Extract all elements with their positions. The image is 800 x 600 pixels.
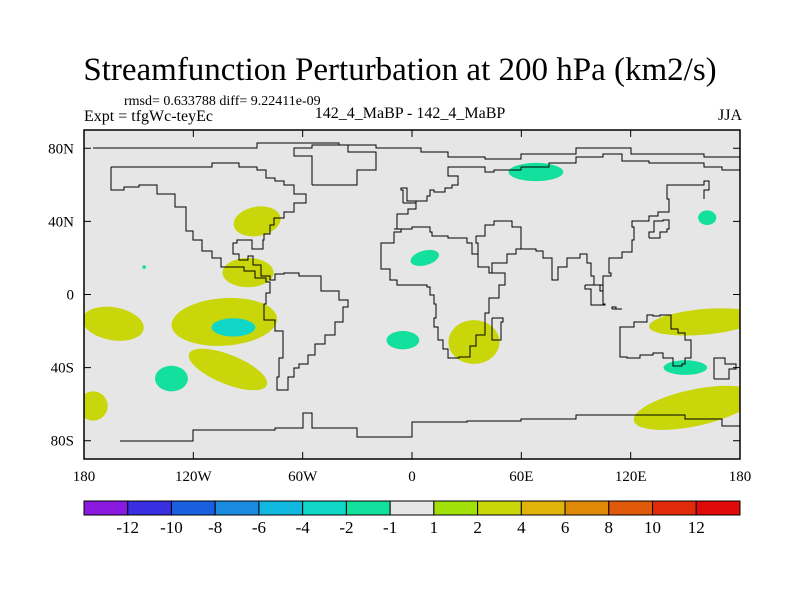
colorbar-box-4: [258, 500, 304, 516]
colorbar-box-14: [695, 500, 741, 516]
colorbar-box-2: [170, 500, 216, 516]
colorbar-box-8: [433, 500, 479, 516]
coastline-9: [491, 317, 504, 341]
field-region-4: [233, 206, 281, 237]
season-label: JJA: [717, 107, 742, 124]
x-tick-label-2: 60W: [288, 469, 318, 485]
colorbar-box-3: [214, 500, 260, 516]
colorbar-label-11: 8: [605, 518, 614, 537]
colorbar-label-13: 12: [688, 518, 705, 537]
colorbar-label-7: 1: [430, 518, 439, 537]
colorbar-box-11: [564, 500, 610, 516]
y-tick-label-4: 80S: [51, 434, 74, 450]
coastline-8: [120, 412, 740, 442]
colorbar-label-3: -6: [252, 518, 266, 537]
colorbar-label-6: -1: [383, 518, 397, 537]
colorbar-label-9: 4: [517, 518, 526, 537]
coastline-13: [611, 306, 622, 310]
field-region-8: [386, 331, 420, 350]
coastline-12: [584, 284, 606, 306]
x-tick-label-5: 120E: [615, 469, 647, 485]
coastline-1: [110, 162, 349, 391]
coastline-6: [521, 180, 710, 292]
coastline-14: [648, 219, 670, 239]
y-tick-label-3: 40S: [51, 361, 74, 377]
colorbar-label-5: -2: [339, 518, 353, 537]
colorbar-box-0: [83, 500, 129, 516]
field-region-16: [142, 265, 146, 269]
colorbar-box-10: [520, 500, 566, 516]
colorbar-label-2: -8: [208, 518, 222, 537]
colorbar-box-12: [608, 500, 654, 516]
coastline-7: [619, 314, 692, 367]
colorbar-label-0: -12: [116, 518, 139, 537]
y-tick-label-2: 0: [67, 288, 75, 304]
colorbar-box-7: [389, 500, 435, 516]
coastline-4: [380, 226, 506, 359]
coastline-3: [394, 153, 740, 230]
colorbar-label-8: 2: [473, 518, 482, 537]
field-region-2: [188, 348, 268, 391]
y-tick-label-0: 80N: [48, 141, 74, 157]
coastline-2: [293, 144, 377, 186]
field-region-7: [84, 391, 108, 421]
field-region-3: [155, 365, 188, 392]
colorbar-label-12: 10: [644, 518, 661, 537]
colorbar-label-1: -10: [160, 518, 183, 537]
colorbar-box-6: [345, 500, 391, 516]
field-region-10: [410, 249, 439, 266]
coastline-5: [475, 220, 522, 274]
coastline-10: [713, 357, 737, 380]
field-region-13: [663, 360, 708, 375]
field-region-14: [633, 385, 740, 430]
coastline-11: [400, 187, 417, 204]
y-tick-label-1: 40N: [48, 214, 74, 230]
chart-title: Streamfunction Perturbation at 200 hPa (…: [83, 52, 717, 88]
colorbar-box-5: [302, 500, 347, 516]
x-tick-label-4: 60E: [509, 469, 533, 485]
field-region-9: [448, 320, 500, 364]
coastline-layer: [93, 142, 740, 442]
x-tick-label-0: 180: [73, 469, 96, 485]
x-tick-label-6: 180: [729, 469, 752, 485]
field-region-5: [222, 257, 274, 288]
colorbar-box-1: [127, 500, 172, 516]
plot-background: [84, 130, 740, 459]
colorbar-box-13: [652, 500, 697, 516]
experiment-label: Expt = tfgWc-teyEc: [84, 108, 213, 125]
colorbar-label-4: -4: [296, 518, 311, 537]
field-region-15: [698, 210, 717, 226]
colorbar-label-10: 6: [561, 518, 570, 537]
x-tick-label-1: 120W: [175, 469, 213, 485]
field-region-11: [508, 162, 564, 182]
x-tick-label-3: 0: [408, 469, 416, 485]
stats-line: rmsd= 0.633788 diff= 9.22411e-09: [124, 94, 321, 109]
field-layer: [84, 162, 740, 430]
coastline-0: [93, 142, 740, 160]
colorbar-box-9: [477, 500, 522, 516]
field-region-6: [84, 306, 144, 341]
case-label: 142_4_MaBP - 142_4_MaBP: [314, 105, 506, 122]
field-region-1: [211, 318, 256, 337]
